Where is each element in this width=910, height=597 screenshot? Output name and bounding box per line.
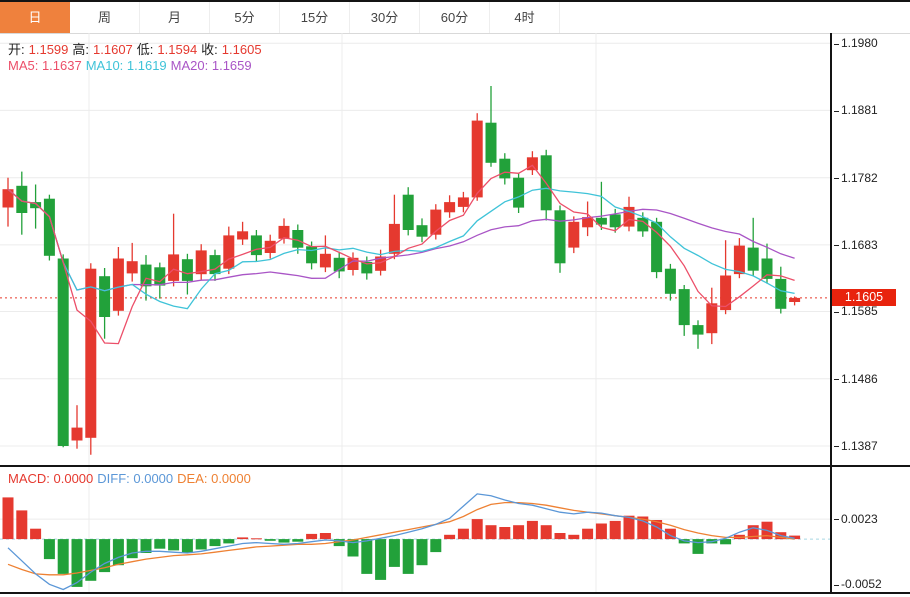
ohlc-label: 开: <box>8 42 25 57</box>
macd-legend: MACD: 0.0000 DIFF: 0.0000 DEA: 0.0000 <box>8 471 255 486</box>
candlestick-plot[interactable] <box>0 33 830 465</box>
y-axis-tick: 0.0023 <box>834 512 878 526</box>
current-price-badge: 1.1605 <box>832 289 896 307</box>
legend-item: DEA: 0.0000 <box>177 471 251 486</box>
legend-item: MA5: 1.1637 <box>8 58 82 73</box>
tab-month[interactable]: 月 <box>140 2 210 33</box>
y-axis-tick: 1.1881 <box>834 103 878 117</box>
legend-item: MA20: 1.1659 <box>170 58 252 73</box>
panel-separator-line <box>0 465 910 467</box>
ohlc-value: 1.1607 <box>93 42 133 57</box>
tab-week[interactable]: 周 <box>70 2 140 33</box>
ohlc-label: 高: <box>72 42 90 57</box>
tab-day[interactable]: 日 <box>0 2 70 33</box>
macd-panel[interactable] <box>0 467 830 593</box>
tab-5min[interactable]: 5分 <box>210 2 280 33</box>
ohlc-label: 收: <box>201 42 218 57</box>
tab-30min[interactable]: 30分 <box>350 2 420 33</box>
y-axis-tick: 1.1387 <box>834 439 878 453</box>
ohlc-value: 1.1594 <box>157 42 198 57</box>
axis-border-line <box>830 33 832 594</box>
bottom-border-line <box>0 592 910 594</box>
ohlc-value: 1.1605 <box>221 42 262 57</box>
y-axis-tick: -0.0052 <box>834 577 882 591</box>
y-axis-tick: 1.1782 <box>834 171 878 185</box>
y-axis-tick: 1.1585 <box>834 304 878 318</box>
price-chart-panel[interactable] <box>0 33 830 465</box>
macd-plot[interactable] <box>0 467 830 593</box>
legend-item: MACD: 0.0000 <box>8 471 94 486</box>
legend-item: MA10: 1.1619 <box>85 58 167 73</box>
ma-legend: MA5: 1.1637 MA10: 1.1619 MA20: 1.1659 <box>8 58 256 73</box>
timeframe-tabbar: 日周月 5分 15分 30分 60分 4时 <box>0 2 910 34</box>
ohlc-legend: 开: 1.1599 高: 1.1607 低: 1.1594 收: 1.1605 <box>8 39 266 58</box>
tab-4hour[interactable]: 4时 <box>490 2 560 33</box>
ohlc-value: 1.1599 <box>28 42 69 57</box>
tab-15min[interactable]: 15分 <box>280 2 350 33</box>
ohlc-label: 低: <box>136 42 154 57</box>
legend-item: DIFF: 0.0000 <box>97 471 174 486</box>
tab-60min[interactable]: 60分 <box>420 2 490 33</box>
y-axis-tick: 1.1980 <box>834 36 878 50</box>
y-axis-tick: 1.1486 <box>834 372 878 386</box>
y-axis-tick: 1.1683 <box>834 238 878 252</box>
